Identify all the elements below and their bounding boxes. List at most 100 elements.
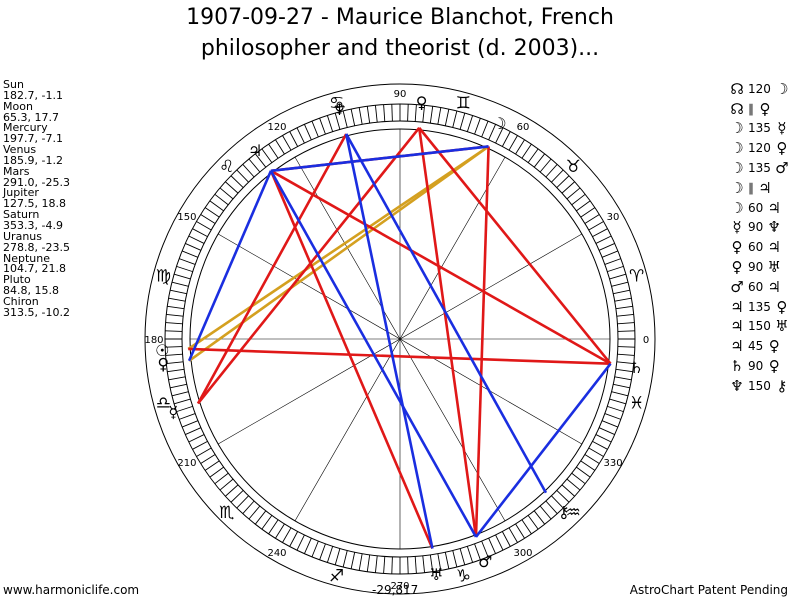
aspect-planet-1: ☽ xyxy=(730,159,744,178)
aspect-line-pluto-saturn xyxy=(418,127,612,365)
degree-label: 240 xyxy=(267,548,286,559)
aspect-row: ♀ 90 ♅ xyxy=(728,257,791,277)
degree-tick xyxy=(192,228,208,238)
degree-tick xyxy=(185,243,202,251)
degree-tick xyxy=(527,515,539,530)
degree-tick xyxy=(595,235,612,244)
degree-tick xyxy=(165,322,183,325)
aspect-row: ♃ 135 ♀ xyxy=(728,297,791,317)
degree-tick xyxy=(350,109,356,126)
degree-tick xyxy=(275,523,285,539)
degree-tick xyxy=(617,322,635,325)
planet-name-sun: Sun xyxy=(3,78,24,91)
aspect-line-jupiter-saturn xyxy=(270,169,612,365)
degree-tick xyxy=(275,139,285,155)
aspect-lines xyxy=(187,127,612,550)
degree-tick xyxy=(598,427,615,435)
zodiac-sign: ♋ xyxy=(329,93,344,113)
aspect-planet-1: ☿ xyxy=(732,218,742,237)
planet-name-jupiter: Jupiter xyxy=(3,186,39,200)
degree-tick xyxy=(607,405,624,413)
degree-tick xyxy=(166,313,184,317)
degree-tick xyxy=(617,330,635,332)
planet-coords-pluto: 84.8, 15.8 xyxy=(3,284,59,298)
degree-tick xyxy=(350,552,356,569)
aspect-value: 120 xyxy=(748,81,771,96)
aspect-row: ☽ 120 ♀ xyxy=(728,138,791,158)
planet-coords-venus: 185.9, -1.2 xyxy=(3,153,63,167)
aspect-row: ☽ ∥ ♃ xyxy=(728,178,791,198)
degree-tick xyxy=(459,548,466,566)
degree-tick xyxy=(304,537,312,554)
degree-tick xyxy=(556,490,570,503)
degree-tick xyxy=(571,472,586,485)
degree-tick xyxy=(584,454,600,464)
aspect-planet-2: ☿ xyxy=(777,119,787,138)
footer-website[interactable]: www.harmoniclife.com xyxy=(3,583,140,597)
degree-tick xyxy=(188,235,205,244)
planet-coords-chiron: 313.5, -10.2 xyxy=(3,305,70,319)
degree-tick xyxy=(614,297,632,302)
degree-tick xyxy=(598,243,615,251)
aspect-planet-1: ♆ xyxy=(730,376,744,395)
degree-tick xyxy=(383,104,386,122)
degree-tick xyxy=(185,427,202,435)
aspect-row: ♀ 60 ♃ xyxy=(728,237,791,257)
degree-tick xyxy=(165,353,183,356)
title-line-2: philosopher and theorist (d. 2003)... xyxy=(200,36,600,61)
degree-tick xyxy=(296,534,305,551)
degree-tick xyxy=(311,540,319,558)
aspect-line-jupiter-mars xyxy=(269,170,478,538)
planet-name-chiron: Chiron xyxy=(3,294,39,308)
degree-tick xyxy=(545,164,558,178)
degree-tick xyxy=(225,181,239,194)
aspect-row: ☽ 135 ☿ xyxy=(728,119,791,139)
degree-tick xyxy=(481,540,489,558)
zodiac-sign: ♎ xyxy=(156,393,171,413)
aspect-planet-1: ♃ xyxy=(730,317,744,336)
degree-tick xyxy=(173,273,191,280)
degree-tick xyxy=(168,376,186,381)
planet-glyphs: ☉ ☽ ☿ ♀ ♂ ♃ ♄ ♅ ♆ ♀ ⚷ xyxy=(155,93,643,584)
degree-tick xyxy=(181,250,199,258)
degree-tick xyxy=(383,556,386,574)
degree-tick xyxy=(571,193,586,206)
degree-tick xyxy=(414,104,417,122)
degree-tick xyxy=(527,148,539,163)
aspect-planet-1: ☊ xyxy=(730,99,744,118)
outer-circle xyxy=(144,83,656,595)
degree-tick xyxy=(613,383,630,389)
aspect-value: 150 xyxy=(748,319,771,334)
degree-tick xyxy=(165,330,183,332)
zodiac-sign: ♒ xyxy=(566,503,581,523)
degree-tick xyxy=(282,527,292,543)
aspect-planet-1: ♀ xyxy=(731,258,743,277)
degree-tick xyxy=(501,531,511,547)
planet-coords-moon: 65.3, 17.7 xyxy=(3,110,59,124)
degree-tick xyxy=(242,500,255,514)
planet-name-uranus: Uranus xyxy=(3,229,42,243)
planet-position-list: Sun 182.7, -1.1 Moon 65.3, 17.7 Mercury 197.7… xyxy=(3,78,70,319)
degree-tick xyxy=(374,105,378,123)
degree-tick xyxy=(192,440,208,450)
degree-tick xyxy=(611,281,629,287)
aspect-row: ☊ 120 ☽ xyxy=(728,79,791,99)
degree-tick xyxy=(173,398,191,405)
aspect-row: ♆ 150 ⚷ xyxy=(728,376,791,396)
degree-tick xyxy=(214,193,229,206)
aspect-line-neptune-chiron xyxy=(345,133,548,494)
aspect-value: 120 xyxy=(748,141,771,156)
aspect-planet-1: ♂ xyxy=(730,277,744,296)
degree-tick xyxy=(615,305,633,310)
degree-tick xyxy=(474,543,481,560)
planet-coords-mercury: 197.7, -7.1 xyxy=(3,132,63,146)
aspect-value: 135 xyxy=(748,299,771,314)
planet-coords-sun: 182.7, -1.1 xyxy=(3,88,63,102)
aspect-planet-2: ♅ xyxy=(767,258,781,277)
degree-label: 150 xyxy=(177,212,196,223)
aspect-line-jupiter-uranus xyxy=(269,170,434,550)
degree-tick xyxy=(230,175,244,188)
degree-tick xyxy=(176,265,193,273)
degree-tick xyxy=(261,515,273,530)
degree-tick xyxy=(289,531,299,547)
